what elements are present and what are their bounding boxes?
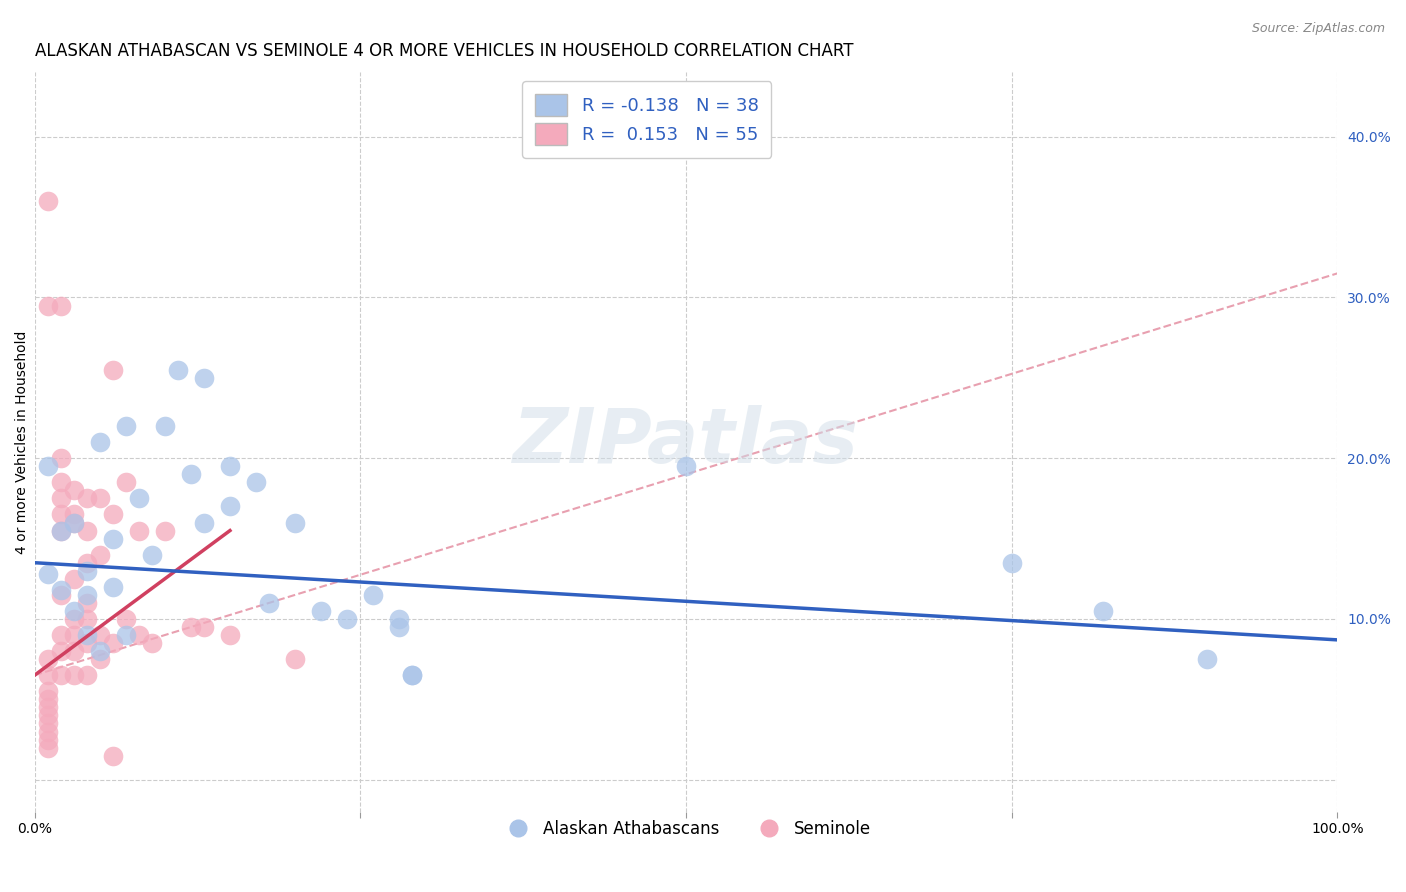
Point (62, 516, 84, 530)
Point (37, 708, 59, 723)
Point (37, 692, 59, 706)
Point (76, 588, 98, 602)
Point (141, 636, 163, 650)
Point (49, 508, 72, 522)
Point (37, 724, 59, 739)
Point (49, 628, 72, 642)
Text: ZIPatlas: ZIPatlas (513, 405, 859, 479)
Point (388, 612, 411, 626)
Point (76, 524, 98, 538)
Point (284, 652, 307, 666)
Point (89, 652, 111, 666)
Point (128, 524, 150, 538)
Point (193, 371, 215, 385)
Legend: Alaskan Athabascans, Seminole: Alaskan Athabascans, Seminole (495, 813, 877, 844)
Point (62, 516, 84, 530)
Point (89, 628, 111, 642)
Point (49, 491, 72, 506)
Point (309, 604, 332, 618)
Text: Source: ZipAtlas.com: Source: ZipAtlas.com (1251, 22, 1385, 36)
Point (37, 684, 59, 698)
Point (37, 700, 59, 714)
Point (37, 740, 59, 755)
Point (401, 668, 423, 682)
Point (37, 459, 59, 474)
Point (101, 532, 124, 546)
Y-axis label: 4 or more Vehicles in Household: 4 or more Vehicles in Household (15, 330, 30, 554)
Point (153, 419, 176, 434)
Point (675, 459, 697, 474)
Point (101, 580, 124, 594)
Point (49, 582, 72, 597)
Point (37, 299, 59, 313)
Point (89, 435, 111, 450)
Point (114, 475, 136, 490)
Point (37, 652, 59, 666)
Point (284, 516, 307, 530)
Point (62, 644, 84, 658)
Point (101, 508, 124, 522)
Text: ALASKAN ATHABASCAN VS SEMINOLE 4 OR MORE VEHICLES IN HOUSEHOLD CORRELATION CHART: ALASKAN ATHABASCAN VS SEMINOLE 4 OR MORE… (35, 42, 853, 60)
Point (62, 612, 84, 626)
Point (62, 508, 84, 522)
Point (193, 516, 215, 530)
Point (76, 491, 98, 506)
Point (76, 636, 98, 650)
Point (388, 620, 411, 634)
Point (153, 524, 176, 538)
Point (401, 668, 423, 682)
Point (62, 668, 84, 682)
Point (76, 668, 98, 682)
Point (89, 548, 111, 562)
Point (1001, 556, 1024, 570)
Point (219, 459, 242, 474)
Point (128, 491, 150, 506)
Point (336, 612, 359, 626)
Point (180, 620, 202, 634)
Point (76, 556, 98, 570)
Point (76, 564, 98, 578)
Point (245, 475, 267, 490)
Point (49, 644, 72, 658)
Point (1091, 604, 1114, 618)
Point (180, 467, 202, 482)
Point (219, 628, 242, 642)
Point (219, 500, 242, 514)
Point (114, 628, 136, 642)
Point (128, 628, 150, 642)
Point (114, 419, 136, 434)
Point (37, 566, 59, 581)
Point (76, 628, 98, 642)
Point (101, 636, 124, 650)
Point (49, 451, 72, 466)
Point (62, 604, 84, 618)
Point (37, 668, 59, 682)
Point (37, 732, 59, 747)
Point (1197, 652, 1219, 666)
Point (114, 612, 136, 626)
Point (89, 491, 111, 506)
Point (89, 644, 111, 658)
Point (141, 548, 163, 562)
Point (101, 748, 124, 763)
Point (49, 299, 72, 313)
Point (49, 588, 72, 602)
Point (76, 612, 98, 626)
Point (193, 620, 215, 634)
Point (49, 668, 72, 682)
Point (101, 363, 124, 377)
Point (49, 524, 72, 538)
Point (49, 524, 72, 538)
Point (37, 716, 59, 731)
Point (62, 483, 84, 498)
Point (76, 596, 98, 610)
Point (62, 628, 84, 642)
Point (37, 194, 59, 208)
Point (49, 475, 72, 490)
Point (363, 588, 385, 602)
Point (62, 572, 84, 586)
Point (167, 363, 190, 377)
Point (257, 596, 280, 610)
